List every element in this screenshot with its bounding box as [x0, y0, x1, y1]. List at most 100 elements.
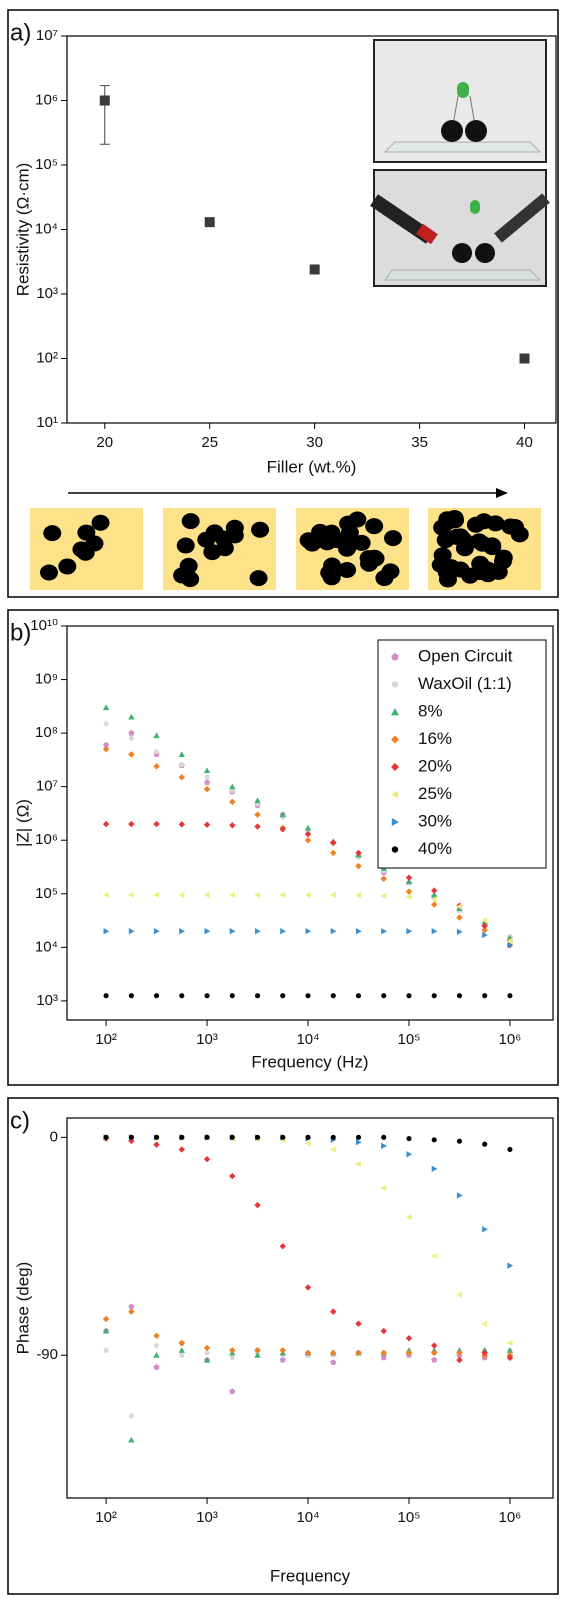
point [128, 928, 135, 935]
point [406, 928, 413, 935]
legend-marker [391, 735, 399, 744]
point [153, 928, 160, 935]
y-tick-label: 10⁶ [35, 91, 58, 108]
y-tick-label: 10¹⁰ [30, 617, 58, 634]
point [279, 1243, 286, 1250]
filler-particle [299, 532, 318, 549]
point [304, 824, 312, 831]
point [431, 887, 438, 894]
x-tick-label: 20 [96, 434, 113, 451]
point [204, 1134, 210, 1140]
point [203, 1356, 211, 1363]
point [507, 1146, 513, 1153]
point [304, 837, 312, 844]
point [103, 993, 109, 999]
series [103, 1134, 514, 1269]
filler-particle [461, 567, 480, 584]
y-tick-label: 10⁵ [35, 885, 58, 902]
point [203, 891, 210, 899]
filler-particle [365, 518, 384, 535]
point [381, 928, 387, 935]
point [456, 928, 463, 936]
point [482, 1141, 488, 1147]
point [128, 1436, 135, 1443]
x-axis-label: Frequency (Hz) [251, 1052, 368, 1071]
point [178, 1339, 185, 1347]
point [507, 941, 514, 949]
point [153, 1351, 160, 1358]
point [456, 903, 463, 910]
point [405, 1214, 412, 1221]
point [456, 993, 463, 999]
x-axis-label: Frequency [270, 1566, 351, 1585]
filler-particle [323, 557, 342, 574]
point [229, 1134, 235, 1140]
point [355, 1160, 362, 1168]
point [229, 798, 236, 806]
point [102, 820, 110, 828]
y-tick-label: 10⁴ [35, 938, 58, 955]
point [456, 1138, 463, 1144]
point [481, 922, 488, 930]
legend-label: 25% [418, 784, 452, 803]
point [203, 767, 211, 774]
filler-particle [470, 533, 489, 550]
series [102, 1308, 514, 1359]
point [179, 1134, 185, 1140]
point [203, 785, 211, 793]
filler-particle [466, 516, 485, 533]
x-tick-label: 35 [411, 434, 428, 451]
filler-particle [437, 564, 456, 581]
series [99, 85, 530, 364]
y-tick-label: 10⁶ [35, 831, 58, 848]
filler-particle [203, 544, 222, 561]
error-bar [99, 85, 110, 145]
point [304, 891, 311, 899]
point [481, 1320, 488, 1327]
point [254, 928, 261, 935]
x-tick-label: 30 [306, 434, 323, 451]
point [381, 1134, 387, 1140]
series [103, 1303, 513, 1395]
point [204, 779, 211, 786]
point [431, 993, 437, 999]
point [128, 751, 135, 758]
y-tick-label: 10⁴ [35, 220, 58, 237]
legend-label: 16% [418, 729, 452, 748]
legend-label: 8% [418, 701, 443, 720]
point [330, 1359, 337, 1366]
point [481, 1349, 488, 1356]
point [330, 1308, 337, 1315]
series [103, 993, 513, 999]
point [229, 1347, 236, 1354]
point [254, 823, 261, 830]
point [128, 1308, 135, 1315]
point [204, 217, 215, 228]
filler-particle [91, 514, 110, 531]
filler-particle [348, 511, 367, 528]
point [304, 1284, 312, 1291]
point [103, 741, 110, 748]
point [405, 1349, 413, 1356]
point [355, 849, 362, 857]
x-tick-label: 10² [95, 1509, 117, 1526]
point [128, 1137, 135, 1145]
point [204, 993, 210, 999]
point [405, 1335, 413, 1342]
point [280, 993, 286, 999]
point [431, 928, 438, 935]
x-tick-label: 10⁴ [296, 1031, 319, 1048]
point [431, 1356, 438, 1363]
series [103, 928, 514, 949]
point [128, 713, 135, 720]
y-tick-label: 10⁹ [35, 671, 58, 688]
point [102, 704, 110, 711]
x-tick-label: 10⁵ [398, 1509, 421, 1526]
point [153, 1141, 160, 1148]
filler-particle [381, 563, 400, 580]
point [482, 1226, 488, 1233]
point [179, 993, 185, 999]
point [431, 891, 438, 898]
point [406, 1151, 413, 1158]
legend-label: 20% [418, 756, 452, 775]
